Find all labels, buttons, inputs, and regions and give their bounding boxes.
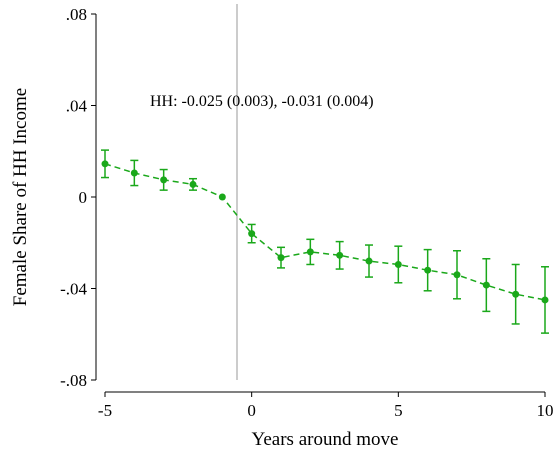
data-point: [512, 290, 520, 298]
series-points: [101, 160, 549, 304]
x-tick-label: 0: [247, 401, 256, 420]
y-tick-label: .08: [66, 5, 87, 24]
data-point: [541, 296, 549, 304]
data-point: [394, 260, 402, 268]
data-point: [306, 248, 314, 256]
data-point: [336, 251, 344, 259]
data-point: [248, 230, 256, 238]
data-point: [160, 176, 168, 184]
y-tick-label: -.08: [60, 371, 87, 390]
y-tick-label: 0: [79, 188, 88, 207]
data-point: [218, 193, 226, 201]
y-axis-ticks: -.08 -.04 0 .04 .08: [60, 5, 96, 390]
y-tick-label: .04: [66, 97, 88, 116]
data-point: [482, 281, 490, 289]
x-axis-title: Years around move: [252, 429, 399, 450]
x-tick-label: 5: [394, 401, 403, 420]
data-point: [365, 257, 373, 265]
data-point: [453, 271, 461, 279]
x-tick-label: -5: [98, 401, 112, 420]
data-point: [189, 180, 197, 188]
x-tick-label: 10: [537, 401, 554, 420]
y-tick-label: -.04: [60, 280, 87, 299]
data-point: [424, 266, 432, 274]
data-point: [101, 160, 109, 168]
y-axis-title: Female Share of HH Income: [10, 88, 31, 306]
confidence-interval-bars: [101, 149, 549, 334]
series-line: [104, 163, 546, 301]
data-point: [277, 254, 285, 262]
data-point: [130, 169, 138, 177]
x-axis-ticks: -5 0 5 10: [98, 392, 554, 420]
regression-annotation: HH: -0.025 (0.003), -0.031 (0.004): [150, 93, 374, 110]
